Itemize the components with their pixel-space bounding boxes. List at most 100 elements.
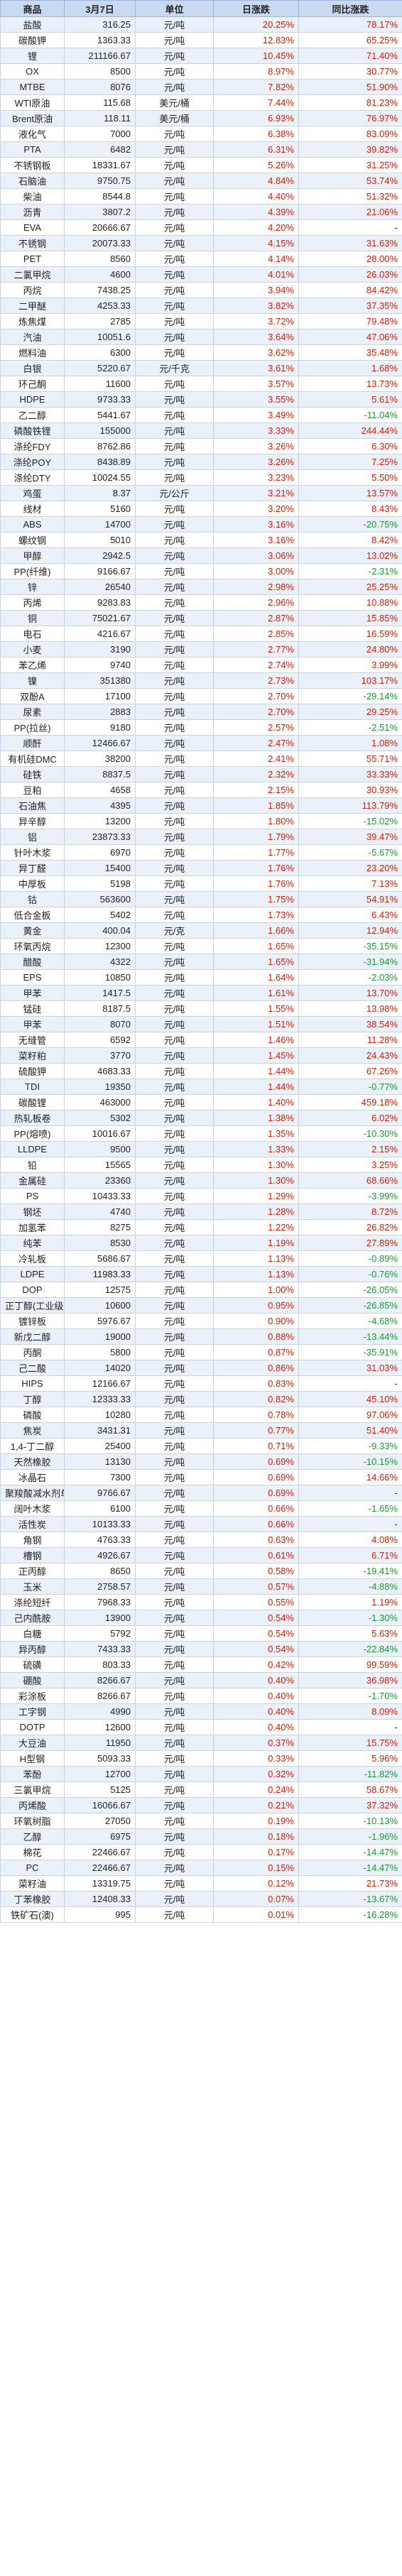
daily-change-cell: 2.32% bbox=[213, 766, 299, 782]
commodity-name-cell: 环己酮 bbox=[0, 376, 65, 392]
price-cell: 13319.75 bbox=[64, 1875, 136, 1892]
yoy-change-cell: -2.03% bbox=[298, 969, 402, 986]
table-row: 己内酰胺 13900 元/吨 0.54% -1.30% bbox=[0, 1610, 402, 1626]
yoy-change-cell: 25.25% bbox=[298, 579, 402, 595]
daily-change-cell: 3.16% bbox=[213, 532, 299, 548]
table-row: EPS 10850 元/吨 1.64% -2.03% bbox=[0, 969, 402, 986]
table-row: 尿素 2883 元/吨 2.70% 29.25% bbox=[0, 704, 402, 720]
price-cell: 10024.55 bbox=[64, 469, 136, 486]
commodity-name-cell: 苯酚 bbox=[0, 1766, 65, 1782]
commodity-name-cell: Brent原油 bbox=[0, 110, 65, 126]
commodity-name-cell: DOP bbox=[0, 1282, 65, 1298]
table-row: MTBE 8076 元/吨 7.82% 51.90% bbox=[0, 79, 402, 95]
table-row: 环己酮 11600 元/吨 3.57% 13.73% bbox=[0, 376, 402, 392]
commodity-name-cell: 己二酸 bbox=[0, 1360, 65, 1376]
yoy-change-cell: 27.89% bbox=[298, 1235, 402, 1251]
table-row: 正丁醇(工业级) 10600 元/吨 0.95% -26.85% bbox=[0, 1297, 402, 1314]
unit-cell: 元/吨 bbox=[135, 1563, 214, 1579]
price-cell: 8544.8 bbox=[64, 188, 136, 204]
commodity-name-cell: 铅 bbox=[0, 1157, 65, 1173]
commodity-name-cell: 异丙醇 bbox=[0, 1641, 65, 1657]
daily-change-cell: 0.63% bbox=[213, 1532, 299, 1548]
yoy-change-cell: -20.75% bbox=[298, 516, 402, 533]
commodity-name-cell: 冷轧板 bbox=[0, 1250, 65, 1267]
price-cell: 8187.5 bbox=[64, 1000, 136, 1017]
commodity-name-cell: 有机硅DMC bbox=[0, 751, 65, 767]
price-cell: 803.33 bbox=[64, 1657, 136, 1673]
yoy-change-cell: -1.30% bbox=[298, 1610, 402, 1626]
table-row: LDPE 11983.33 元/吨 1.13% -0.76% bbox=[0, 1266, 402, 1282]
unit-cell: 元/吨 bbox=[135, 251, 214, 267]
yoy-change-cell: -1.96% bbox=[298, 1828, 402, 1845]
daily-change-cell: 0.83% bbox=[213, 1375, 299, 1392]
table-row: 石脑油 9750.75 元/吨 4.84% 53.74% bbox=[0, 173, 402, 189]
commodity-name-cell: 沥青 bbox=[0, 204, 65, 220]
commodity-name-cell: 电石 bbox=[0, 626, 65, 642]
table-row: 阔叶木浆 6100 元/吨 0.66% -1.65% bbox=[0, 1500, 402, 1517]
table-row: 不锈钢 20073.33 元/吨 4.15% 31.63% bbox=[0, 235, 402, 251]
unit-cell: 元/吨 bbox=[135, 1250, 214, 1267]
yoy-change-cell: 1.68% bbox=[298, 360, 402, 376]
price-cell: 13130 bbox=[64, 1453, 136, 1470]
daily-change-cell: 1.45% bbox=[213, 1047, 299, 1064]
price-cell: 12466.67 bbox=[64, 735, 136, 751]
unit-cell: 元/吨 bbox=[135, 1188, 214, 1204]
daily-change-cell: 3.64% bbox=[213, 329, 299, 345]
commodity-name-cell: 磷酸 bbox=[0, 1407, 65, 1423]
daily-change-cell: 3.21% bbox=[213, 485, 299, 501]
price-cell: 12166.67 bbox=[64, 1375, 136, 1392]
yoy-change-cell: 7.25% bbox=[298, 454, 402, 470]
price-cell: 7300 bbox=[64, 1469, 136, 1485]
unit-cell: 元/吨 bbox=[135, 48, 214, 64]
table-row: PC 22466.67 元/吨 0.15% -14.47% bbox=[0, 1860, 402, 1876]
table-row: 苯酚 12700 元/吨 0.32% -11.82% bbox=[0, 1766, 402, 1782]
commodity-name-cell: 钴 bbox=[0, 891, 65, 907]
daily-change-cell: 1.22% bbox=[213, 1219, 299, 1235]
unit-cell: 元/吨 bbox=[135, 1219, 214, 1235]
table-row: Brent原油 118.11 美元/桶 6.93% 76.97% bbox=[0, 110, 402, 126]
unit-cell: 元/吨 bbox=[135, 1204, 214, 1220]
daily-change-cell: 0.71% bbox=[213, 1438, 299, 1454]
daily-change-cell: 0.69% bbox=[213, 1469, 299, 1485]
daily-change-cell: 1.76% bbox=[213, 860, 299, 876]
price-cell: 463000 bbox=[64, 1094, 136, 1110]
unit-cell: 元/吨 bbox=[135, 1641, 214, 1657]
commodity-name-cell: 硅铁 bbox=[0, 766, 65, 782]
commodity-name-cell: 炼焦煤 bbox=[0, 313, 65, 329]
commodity-name-cell: 钢坯 bbox=[0, 1204, 65, 1220]
commodity-name-cell: 醋酸 bbox=[0, 954, 65, 970]
price-cell: 211166.67 bbox=[64, 48, 136, 64]
daily-change-cell: 0.40% bbox=[213, 1672, 299, 1688]
table-row: 环氧丙烷 12300 元/吨 1.65% -35.15% bbox=[0, 938, 402, 954]
table-row: 异丙醇 7433.33 元/吨 0.54% -22.84% bbox=[0, 1641, 402, 1657]
yoy-change-cell: -1.65% bbox=[298, 1500, 402, 1517]
price-cell: 9500 bbox=[64, 1141, 136, 1157]
daily-change-cell: 1.55% bbox=[213, 1000, 299, 1017]
unit-cell: 元/吨 bbox=[135, 79, 214, 95]
daily-change-cell: 8.97% bbox=[213, 63, 299, 80]
table-row: 鸡蛋 8.37 元/公斤 3.21% 13.57% bbox=[0, 485, 402, 501]
commodity-name-cell: 二氯甲烷 bbox=[0, 266, 65, 283]
table-row: 黄金 400.04 元/克 1.66% 12.94% bbox=[0, 922, 402, 939]
price-cell: 5198 bbox=[64, 875, 136, 892]
table-row: 二氯甲烷 4600 元/吨 4.01% 26.03% bbox=[0, 266, 402, 283]
price-cell: 5220.67 bbox=[64, 360, 136, 376]
daily-change-cell: 2.74% bbox=[213, 657, 299, 673]
daily-change-cell: 0.66% bbox=[213, 1500, 299, 1517]
commodity-name-cell: ABS bbox=[0, 516, 65, 533]
unit-cell: 元/吨 bbox=[135, 751, 214, 767]
daily-change-cell: 1.44% bbox=[213, 1063, 299, 1079]
daily-change-cell: 1.77% bbox=[213, 844, 299, 861]
table-row: 冷轧板 5686.67 元/吨 1.13% -0.89% bbox=[0, 1250, 402, 1267]
yoy-change-cell: - bbox=[298, 1375, 402, 1392]
table-row: 工字钢 4990 元/吨 0.40% 8.09% bbox=[0, 1703, 402, 1720]
commodity-price-table: 商品 3月7日 单位 日涨跌 同比涨跌 盐酸 316.25 元/吨 20.25% 78.… bbox=[0, 0, 402, 1923]
commodity-name-cell: 碳酸锂 bbox=[0, 1094, 65, 1110]
column-header-daily-change: 日涨跌 bbox=[213, 0, 299, 17]
commodity-name-cell: 环氧树脂 bbox=[0, 1813, 65, 1829]
commodity-name-cell: HIPS bbox=[0, 1375, 65, 1392]
commodity-name-cell: 丙酮 bbox=[0, 1344, 65, 1360]
price-cell: 10600 bbox=[64, 1297, 136, 1314]
commodity-name-cell: 菜籽油 bbox=[0, 1875, 65, 1892]
daily-change-cell: 1.35% bbox=[213, 1125, 299, 1142]
